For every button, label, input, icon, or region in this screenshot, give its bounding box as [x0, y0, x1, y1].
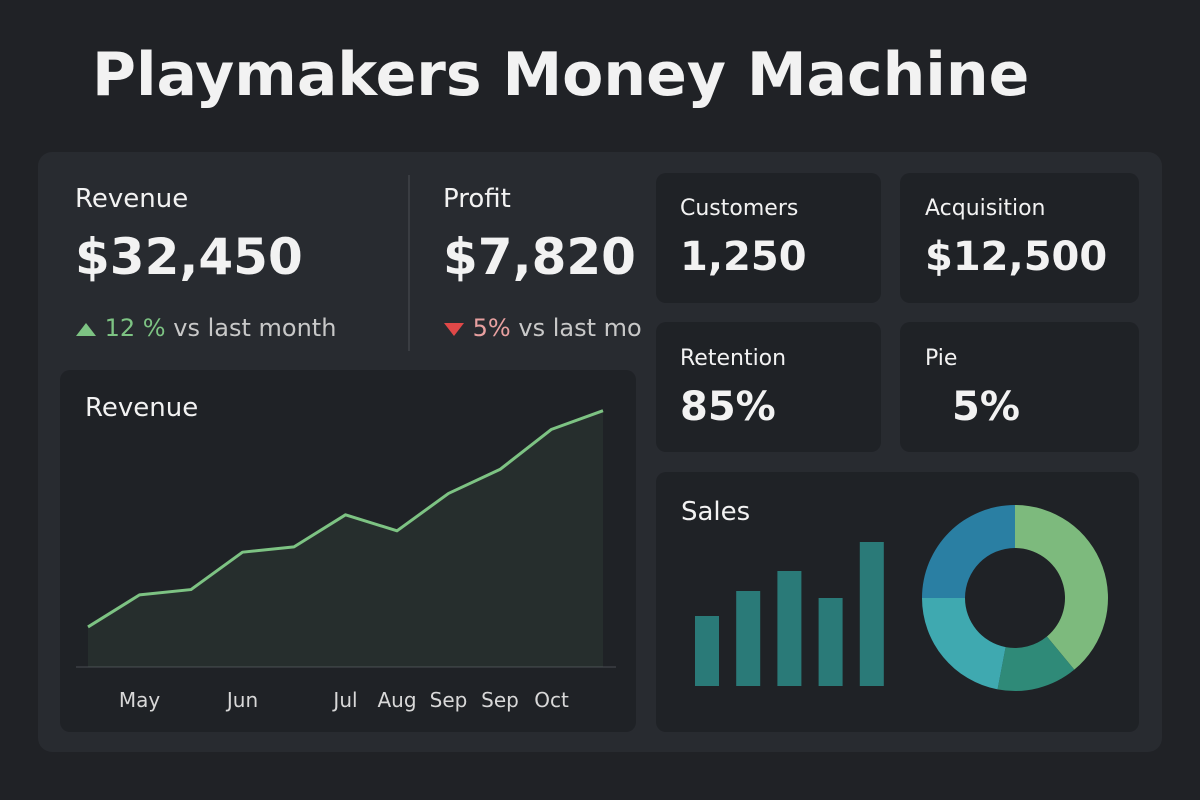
bar [859, 542, 884, 686]
metric-card [656, 173, 881, 303]
kpi-change-value: 5% [472, 314, 511, 342]
kpi-note: vs last mo [518, 314, 642, 342]
line [87, 409, 604, 629]
chart-card [60, 370, 636, 732]
x-tick-label: Sep [481, 688, 519, 712]
kpi-change: 12 % vs last month [75, 314, 405, 342]
line-area [88, 410, 603, 667]
x-tick-label: Sep [430, 688, 468, 712]
kpi-value: $7,820 [443, 228, 636, 286]
donut-slice [997, 636, 1075, 692]
metric-card [900, 322, 1139, 452]
x-tick-label: Jul [331, 688, 357, 712]
kpi-label: Profit [443, 184, 511, 214]
card-value: 1,250 [680, 234, 807, 280]
card-value: 5% [952, 384, 1020, 430]
donut-slice [922, 598, 1006, 690]
x-tick-label: Aug [377, 688, 416, 712]
metric-card [656, 322, 881, 452]
divider [408, 175, 410, 351]
page-title: Playmakers Money Machine [92, 40, 1030, 110]
card-label: Pie [925, 346, 958, 371]
x-tick-label: Jun [225, 688, 258, 712]
metric-card [900, 173, 1139, 303]
card-label: Acquisition [925, 196, 1046, 221]
kpi-note: vs last month [173, 314, 337, 342]
kpi-value: $32,450 [75, 228, 303, 286]
bar [695, 616, 719, 686]
kpi-change: 5% vs last mo [443, 314, 648, 342]
bar [736, 591, 761, 686]
kpi-label: Revenue [75, 184, 189, 214]
card-value: $12,500 [925, 234, 1108, 280]
card-label: Retention [680, 346, 787, 371]
x-tick-label: Oct [534, 688, 569, 712]
card-label: Customers [680, 196, 799, 221]
x-tick-label: May [119, 688, 161, 712]
chart-title: Revenue [85, 393, 199, 423]
down-arrow [444, 323, 464, 336]
donut-slice [922, 505, 1015, 598]
up-arrow [76, 323, 96, 336]
chart-title: Sales [681, 497, 751, 527]
card-value: 85% [680, 384, 776, 430]
kpi-change-value: 12 % [104, 314, 166, 342]
bar [777, 571, 802, 686]
bar [818, 598, 843, 686]
donut-slice [1015, 505, 1109, 670]
